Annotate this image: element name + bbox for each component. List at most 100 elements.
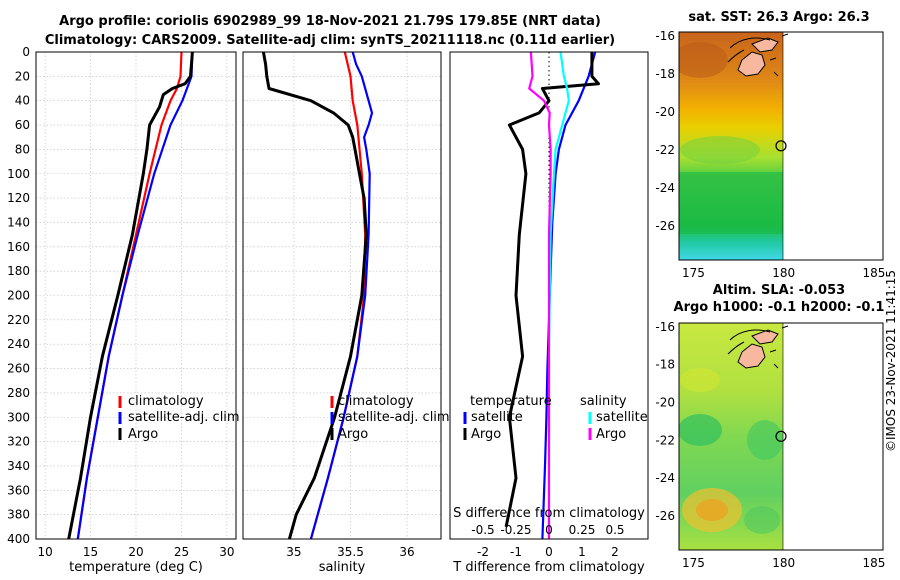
sla-map-title-line-2: Argo h1000: -0.1 h2000: -0.1 (673, 300, 885, 315)
salinity-tick-labels: 35 35.5 36 (286, 545, 414, 559)
lat-tick-label: -20 (655, 105, 675, 119)
depth-tick-label: 340 (7, 459, 30, 473)
salinity-difference-tick-labels: -0.5 -0.25 0 0.25 0.5 (471, 523, 624, 537)
x-tick-label: 10 (37, 545, 52, 559)
depth-tick-label: 240 (7, 337, 30, 351)
s-tick-label: -0.5 (471, 523, 494, 537)
imos-timestamp: ©IMOS 23-Nov-2021 11:41:15 (884, 269, 898, 452)
lat-tick-label: -18 (655, 358, 675, 372)
salinity-legend: climatology satellite-adj. clim Argo (330, 394, 450, 442)
lat-tick-label: -18 (655, 67, 675, 81)
temperature-tick-labels: 10 15 20 25 30 (37, 545, 234, 559)
difference-tick-labels: -2 -1 0 1 2 (477, 545, 619, 559)
depth-tick-label: 60 (15, 118, 30, 132)
difference-series (504, 51, 600, 540)
s-tick-label: 0.5 (605, 523, 624, 537)
depth-tick-label: 360 (7, 483, 30, 497)
legend-label-temp-satellite: satellite (471, 410, 523, 425)
sst-land-fiji (727, 33, 789, 77)
depth-tick-label: 120 (7, 191, 30, 205)
temperature-axes-box (35, 51, 237, 540)
depth-tick-label: 100 (7, 167, 30, 181)
sst-patches (679, 42, 783, 234)
lon-tick-label: 185 (863, 266, 886, 280)
lon-tick-label: 185 (863, 556, 886, 570)
series-line-argo (67, 51, 194, 540)
depth-tick-label: 140 (7, 215, 30, 229)
sla-map: 175 180 185 -16 -18 -20 -22 -24 -26 (655, 320, 885, 570)
legend-label-climatology: climatology (338, 394, 414, 409)
depth-tick-label: 260 (7, 362, 30, 376)
legend-header-salinity: salinity (580, 394, 627, 409)
depth-tick-label: 200 (7, 289, 30, 303)
depth-tick-label: 160 (7, 240, 30, 254)
lat-tick-label: -22 (655, 143, 675, 157)
sla-axes-box (678, 322, 884, 551)
lat-tick-label: -22 (655, 433, 675, 447)
legend-label-sal-satellite: satellite (596, 410, 648, 425)
x-tick-label: -1 (510, 545, 522, 559)
x-tick-label: 35 (286, 545, 301, 559)
temperature-xlabel: temperature (deg C) (69, 560, 203, 575)
sst-tick-labels: 175 180 185 -16 -18 -20 -22 -24 -26 (655, 29, 885, 280)
salinity-xlabel: salinity (319, 560, 366, 575)
temperature-legend: climatology satellite-adj. clim Argo (118, 394, 240, 442)
difference-xlabel: T difference from climatology (452, 560, 645, 575)
lon-tick-label: 175 (682, 556, 705, 570)
depth-tick-label: 280 (7, 386, 30, 400)
depth-tick-label: 400 (7, 532, 30, 546)
depth-tick-label: 220 (7, 313, 30, 327)
sst-map: 175 180 185 -16 -18 -20 -22 -24 -26 (655, 29, 885, 280)
x-tick-label: 36 (399, 545, 414, 559)
salinity-axes-box (242, 51, 442, 540)
s-tick-label: -0.25 (500, 523, 531, 537)
legend-label-temp-argo: Argo (471, 427, 501, 442)
title-line-1: Argo profile: coriolis 6902989_99 18-Nov… (59, 14, 601, 29)
depth-tick-label: 20 (15, 69, 30, 83)
x-tick-label: 35.5 (337, 545, 364, 559)
series-line-salinity-argo (528, 51, 552, 539)
temperature-grid (36, 51, 236, 540)
lat-tick-label: -24 (655, 471, 675, 485)
legend-label-satellite: satellite-adj. clim (128, 410, 240, 425)
depth-tick-label: 180 (7, 264, 30, 278)
temperature-series (67, 51, 194, 540)
legend-label-satellite: satellite-adj. clim (338, 410, 450, 425)
lat-tick-label: -26 (655, 509, 675, 523)
legend-label-argo: Argo (128, 427, 158, 442)
difference-axes-box (449, 51, 649, 540)
lat-tick-label: -20 (655, 395, 675, 409)
title-line-2: Climatology: CARS2009. Satellite-adj cli… (44, 33, 616, 48)
series-line-satellite-adj-clim (309, 51, 374, 540)
sla-tick-labels: 175 180 185 -16 -18 -20 -22 -24 -26 (655, 320, 885, 570)
difference-legend: temperature salinity satellite Argo sate… (463, 394, 648, 442)
lon-tick-label: 175 (682, 266, 705, 280)
depth-tick-label: 380 (7, 508, 30, 522)
s-tick-label: 0.25 (569, 523, 596, 537)
series-line-temperature-argo (504, 52, 600, 528)
lat-tick-label: -24 (655, 181, 675, 195)
legend-header-temperature: temperature (470, 394, 552, 409)
difference-xlabel-top: S difference from climatology (453, 506, 645, 521)
lat-tick-label: -26 (655, 219, 675, 233)
x-tick-label: 0 (545, 545, 553, 559)
s-tick-label: 0 (545, 523, 553, 537)
x-tick-label: 15 (83, 545, 98, 559)
sla-land-fiji (727, 325, 789, 369)
depth-tick-label: 0 (22, 45, 30, 59)
sla-map-title-line-1: Altim. SLA: -0.053 (712, 283, 846, 298)
sla-float-marker (775, 430, 787, 442)
sst-float-marker (775, 140, 787, 152)
sla-patches (679, 368, 783, 534)
x-tick-label: 1 (578, 545, 586, 559)
lat-tick-label: -16 (655, 29, 675, 43)
depth-tick-label: 320 (7, 435, 30, 449)
depth-tick-label: 300 (7, 410, 30, 424)
lat-tick-label: -16 (655, 320, 675, 334)
series-line-satellite-adj-clim (76, 51, 194, 540)
x-tick-label: 2 (611, 545, 619, 559)
legend-label-climatology: climatology (128, 394, 204, 409)
sst-map-title: sat. SST: 26.3 Argo: 26.3 (688, 10, 870, 25)
